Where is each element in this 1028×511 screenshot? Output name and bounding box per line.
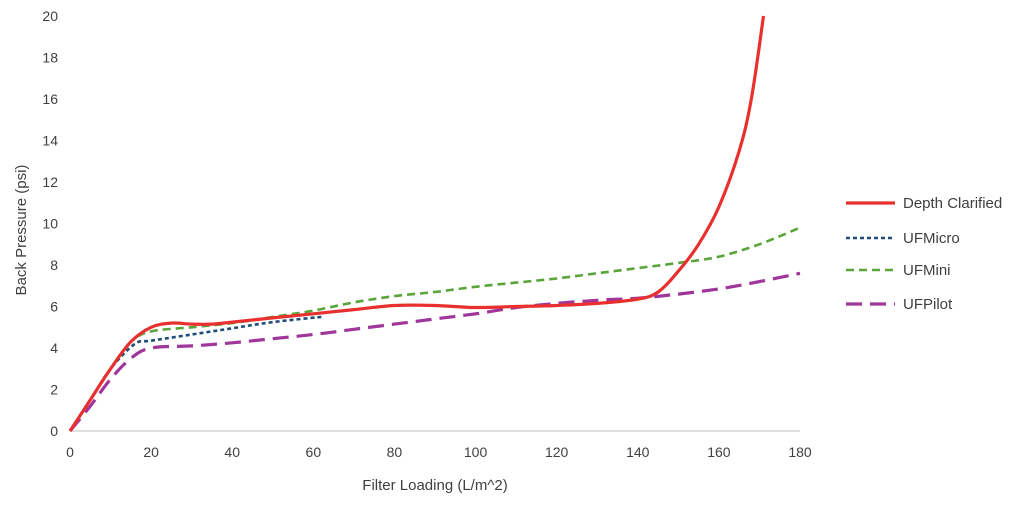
x-tick-label: 80 [387,444,403,460]
x-tick-label: 140 [626,444,650,460]
legend-label: UFPilot [903,296,953,313]
series-line-depth-clarified [68,15,766,432]
y-tick-label: 16 [42,91,58,107]
x-tick-label: 120 [545,444,569,460]
legend-label: UFMicro [903,230,960,247]
legend-label: Depth Clarified [903,195,1002,212]
y-tick-label: 14 [42,133,58,149]
legend-item-depth-clarified: Depth Clarified [846,195,1002,212]
x-tick-label: 0 [66,444,74,460]
y-tick-label: 20 [42,8,58,24]
y-tick-label: 0 [50,423,58,439]
y-tick-label: 2 [50,382,58,398]
x-tick-label: 100 [464,444,488,460]
y-tick-label: 18 [42,50,58,66]
legend-item-ufmicro: UFMicro [846,230,960,247]
legend: Depth Clarified UFMicro UFMini UFPilot [846,195,1002,313]
y-tick-label: 4 [50,340,58,356]
y-tick-labels: 0 2 4 6 8 10 12 14 16 18 20 [42,8,58,439]
y-axis-title: Back Pressure (psi) [13,165,30,296]
y-tick-label: 6 [50,299,58,315]
y-tick-label: 8 [50,257,58,273]
x-axis-title: Filter Loading (L/m^2) [362,477,507,494]
x-tick-labels: 0 20 40 60 80 100 120 140 160 180 [66,444,812,460]
plot-series [68,15,801,433]
x-tick-label: 160 [707,444,731,460]
legend-item-ufpilot: UFPilot [846,296,953,313]
legend-label: UFMini [903,262,951,279]
x-tick-label: 180 [788,444,812,460]
series-line-ufpilot [68,271,801,433]
series-line-ufmini [68,226,801,432]
x-tick-label: 20 [143,444,159,460]
legend-item-ufmini: UFMini [846,262,951,279]
series-line-ufmicro [68,315,322,432]
x-tick-label: 60 [306,444,322,460]
x-tick-label: 40 [224,444,240,460]
y-tick-label: 10 [42,216,58,232]
y-tick-label: 12 [42,174,58,190]
